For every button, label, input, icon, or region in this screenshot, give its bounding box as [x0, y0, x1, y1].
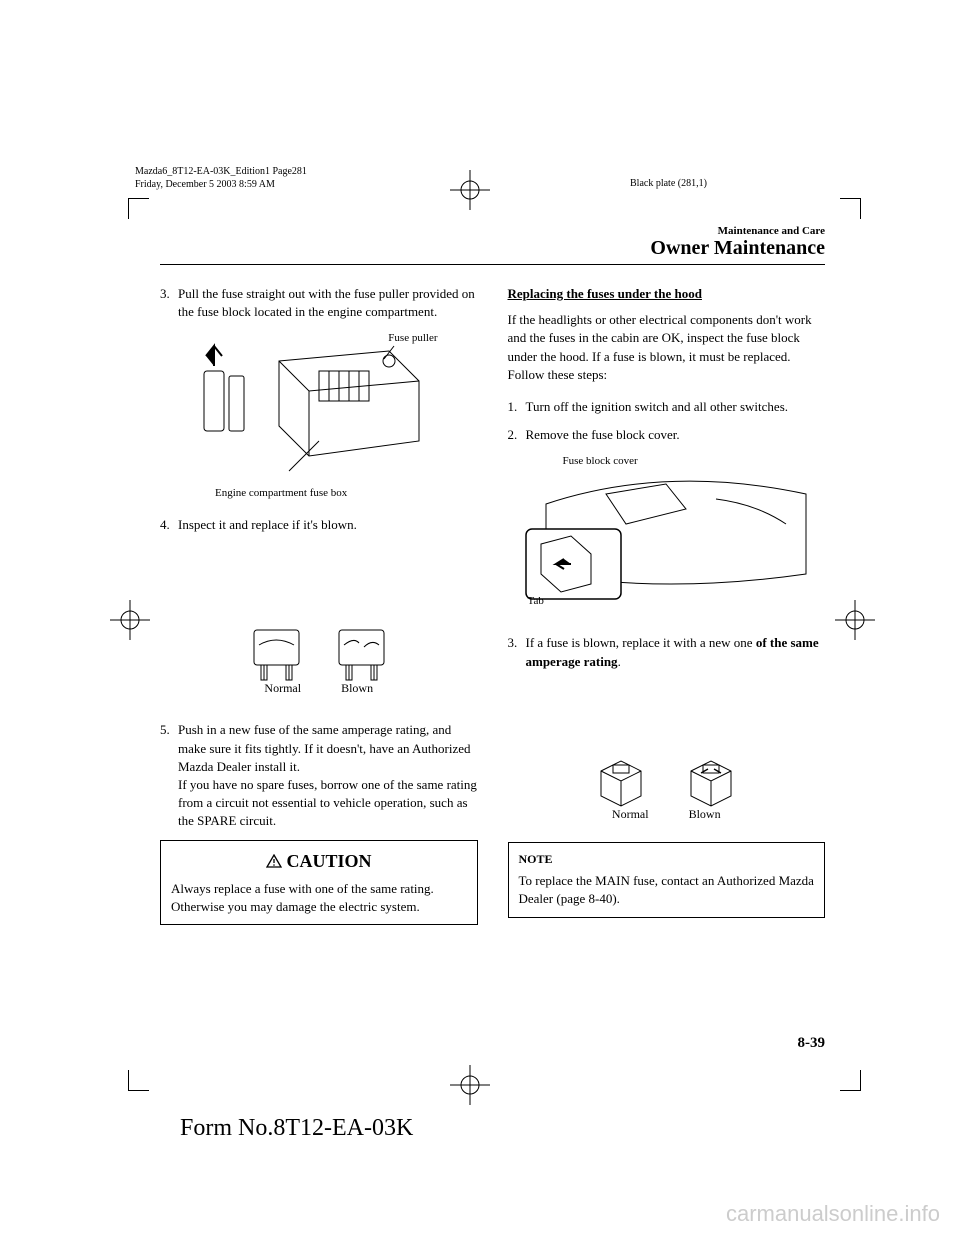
step-number: 4.	[160, 516, 178, 534]
step-number: 2.	[508, 426, 526, 444]
caution-title: CAUTION	[171, 849, 467, 874]
crop-mark-bl	[128, 1070, 149, 1091]
crop-mark-tr	[840, 198, 861, 219]
section-title: Owner Maintenance	[160, 237, 825, 265]
step-number: 5.	[160, 721, 178, 830]
step-number: 1.	[508, 398, 526, 416]
step-text: If a fuse is blown, replace it with a ne…	[526, 634, 826, 670]
figure-fuse-box: Fuse puller	[160, 331, 478, 501]
figure-label: Engine compartment fuse box	[215, 486, 347, 501]
crop-mark-tl	[128, 198, 149, 219]
form-number: Form No.8T12-EA-03K	[180, 1115, 413, 1142]
registration-mark-top	[450, 170, 490, 210]
label-blown: Blown	[341, 680, 373, 697]
figure-fuses	[160, 575, 478, 685]
label-normal: Normal	[612, 806, 649, 823]
figure-label: Fuse puller	[388, 331, 437, 346]
label-blown: Blown	[689, 806, 721, 823]
figure-label-tab: Tab	[528, 594, 544, 609]
meta-line-2: Friday, December 5 2003 8:59 AM	[135, 178, 307, 191]
fuse-normal-icon	[249, 625, 304, 685]
step-text: Push in a new fuse of the same amperage …	[178, 721, 478, 830]
caution-box: CAUTION Always replace a fuse with one o…	[160, 840, 478, 925]
note-body: To replace the MAIN fuse, contact an Aut…	[519, 872, 815, 908]
right-column: Replacing the fuses under the hood If th…	[508, 285, 826, 925]
step-text-part: If a fuse is blown, replace it with a ne…	[526, 635, 756, 650]
step-text: Inspect it and replace if it's blown.	[178, 516, 478, 534]
hood-illustration	[516, 454, 816, 604]
subheading: Replacing the fuses under the hood	[508, 285, 826, 303]
step-number: 3.	[160, 285, 178, 321]
step-text-part: .	[618, 654, 621, 669]
section-label: Maintenance and Care	[160, 225, 825, 237]
plate-label: Black plate (281,1)	[630, 178, 707, 189]
page-number: 8-39	[798, 1035, 826, 1052]
figure-label: Fuse block cover	[563, 454, 638, 469]
step-text: Remove the fuse block cover.	[526, 426, 826, 444]
paragraph: If the headlights or other electrical co…	[508, 311, 826, 384]
left-column: 3. Pull the fuse straight out with the f…	[160, 285, 478, 925]
cartridge-fuse-normal-icon	[591, 751, 651, 811]
page-content: Maintenance and Care Owner Maintenance 3…	[160, 225, 825, 925]
step-text: Pull the fuse straight out with the fuse…	[178, 285, 478, 321]
warning-icon	[266, 854, 282, 868]
step-text: Turn off the ignition switch and all oth…	[526, 398, 826, 416]
fuse-box-illustration	[189, 331, 449, 481]
figure-hood: Fuse block cover Tab	[508, 454, 826, 619]
note-title: NOTE	[519, 851, 815, 868]
step-number: 3.	[508, 634, 526, 670]
caution-body: Always replace a fuse with one of the sa…	[171, 880, 467, 916]
meta-line-1: Mazda6_8T12-EA-03K_Edition1 Page281	[135, 165, 307, 178]
crop-mark-br	[840, 1070, 861, 1091]
registration-mark-bottom	[450, 1065, 490, 1105]
fuse-blown-icon	[334, 625, 389, 685]
caution-title-text: CAUTION	[286, 851, 371, 871]
label-normal: Normal	[264, 680, 301, 697]
figure-cartridge-fuses	[508, 711, 826, 811]
note-box: NOTE To replace the MAIN fuse, contact a…	[508, 842, 826, 917]
registration-mark-left	[110, 600, 150, 640]
print-metadata: Mazda6_8T12-EA-03K_Edition1 Page281 Frid…	[135, 165, 307, 191]
registration-mark-right	[835, 600, 875, 640]
watermark: carmanualsonline.info	[726, 1201, 940, 1227]
cartridge-fuse-blown-icon	[681, 751, 741, 811]
